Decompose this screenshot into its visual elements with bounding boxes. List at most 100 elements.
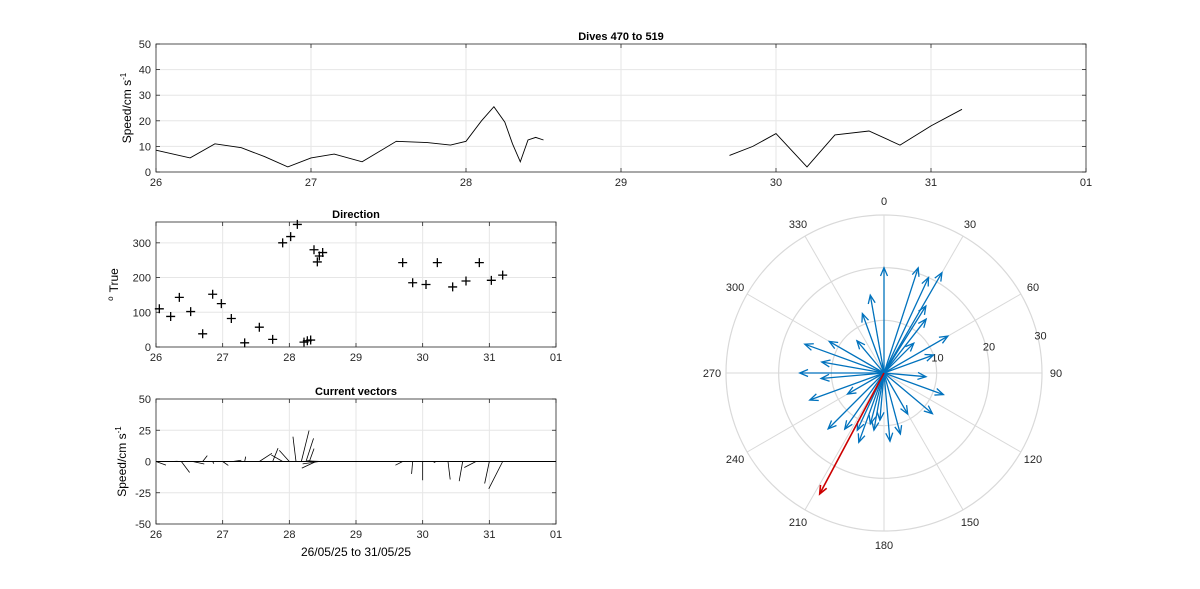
direction-point: [268, 334, 278, 344]
current-vector: [433, 461, 437, 463]
speed-xtick-label: 29: [615, 177, 627, 189]
direction-point: [448, 282, 458, 292]
current-vector: [212, 461, 215, 464]
polar-arrow-head: [798, 368, 809, 378]
polar-arrow: [883, 372, 909, 415]
polar-arrow-head: [934, 271, 943, 282]
polar-spoke: [883, 372, 1022, 453]
direction-point: [292, 219, 302, 229]
polar-arrow: [883, 372, 944, 396]
polar-arrow-head: [857, 433, 866, 444]
polar-angle-label: 180: [875, 540, 893, 552]
polar-arrow-head: [876, 411, 885, 422]
current-vector: [458, 461, 464, 482]
polar-arrow-head: [900, 405, 909, 416]
polar-arrow-head: [934, 388, 945, 396]
current-vector: [308, 448, 315, 462]
speed-ytick-label: 10: [139, 141, 151, 153]
direction-point: [421, 280, 431, 289]
direction-title: Direction: [332, 209, 380, 221]
direction-point: [474, 258, 484, 268]
vectors-ytick-label: 25: [139, 425, 151, 437]
polar-angle-label: 90: [1050, 368, 1062, 380]
polar-arrow: [827, 372, 885, 430]
polar-arrow-head: [846, 386, 857, 395]
current-vector: [244, 456, 247, 462]
direction-point: [309, 245, 319, 255]
direction-ylabel-sup: o: [106, 296, 115, 301]
direction-point: [286, 232, 296, 242]
polar-arrow: [883, 305, 927, 374]
polar-arrow: [883, 372, 933, 415]
polar-angle-label: 330: [789, 219, 807, 231]
speed-xtick-label: 28: [460, 177, 472, 189]
direction-point: [216, 299, 226, 309]
direction-ytick-label: 0: [145, 342, 151, 354]
polar-arrow: [883, 335, 949, 374]
polar-arrow-head: [827, 340, 839, 349]
vectors-ytick-label: 0: [145, 457, 151, 469]
direction-point: [154, 304, 164, 314]
polar-arrow-head: [808, 393, 819, 402]
direction-point: [306, 335, 316, 345]
direction-point: [186, 307, 196, 317]
vectors-ytick-label: -50: [135, 519, 151, 531]
polar-arrow: [883, 354, 934, 374]
polar-arrow: [858, 372, 885, 443]
polar-arrow: [809, 372, 885, 401]
polar-radius-label: 10: [931, 353, 943, 365]
polar-radius-label: 30: [1034, 331, 1046, 343]
polar-arrow: [883, 318, 927, 374]
speed-ylabel-sup: -1: [119, 72, 128, 80]
polar-arrow-head: [820, 359, 831, 368]
current-vector: [300, 430, 310, 462]
direction-point: [461, 276, 471, 286]
direction-xtick-label: 29: [350, 352, 362, 364]
polar-arrow: [879, 372, 885, 421]
direction-ylabel-group: o True: [106, 268, 121, 301]
polar-arrow: [861, 313, 885, 374]
direction-point: [432, 258, 442, 268]
polar-arrow: [883, 372, 891, 442]
polar-arrow-head: [868, 414, 877, 426]
polar-arrow-head: [905, 342, 915, 352]
polar-arrow: [883, 277, 930, 374]
direction-point: [174, 292, 184, 302]
polar-angle-label: 270: [703, 368, 721, 380]
polar-angle-label: 120: [1024, 454, 1042, 466]
direction-point: [498, 270, 508, 280]
speed-ylabel-text: Speed/cm s: [120, 80, 134, 143]
polar-angle-label: 300: [726, 282, 744, 294]
polar-arrow: [844, 372, 885, 430]
direction-point: [208, 289, 218, 299]
polar-angle-label: 60: [1027, 282, 1039, 294]
speed-ylabel-group: Speed/cm s-1: [119, 72, 134, 143]
direction-point: [486, 275, 496, 285]
polar-arrow-head: [843, 420, 853, 431]
polar-arrow-head: [917, 317, 928, 328]
direction-point: [166, 311, 176, 321]
current-vector: [292, 436, 297, 462]
direction-xtick-label: 30: [417, 352, 429, 364]
polar-angle-label: 150: [961, 517, 979, 529]
vectors-xtick-label: 01: [550, 529, 562, 541]
direction-xtick-label: 26: [150, 352, 162, 364]
vectors-xtick-label: 27: [217, 529, 229, 541]
vectors-xtick-label: 31: [483, 529, 495, 541]
vectors-title: Current vectors: [315, 386, 397, 398]
vectors-ylabel: Speed/cm s-1: [114, 426, 129, 497]
polar-arrow: [883, 372, 901, 435]
vectors-ytick-label: 50: [139, 394, 151, 406]
direction-ylabel: o True: [106, 268, 121, 301]
polar-arrow-head: [917, 371, 928, 381]
current-vector: [192, 461, 205, 465]
direction-point: [198, 329, 208, 339]
current-vector: [488, 461, 504, 489]
direction-point: [312, 257, 322, 267]
polar-arrow-head: [819, 373, 830, 382]
vectors-ytick-label: -25: [135, 488, 151, 500]
direction-ylabel-text: True: [107, 268, 121, 293]
direction-ytick-label: 200: [133, 273, 151, 285]
polar-arrow: [883, 372, 927, 378]
polar-radius-label: 20: [983, 342, 995, 354]
